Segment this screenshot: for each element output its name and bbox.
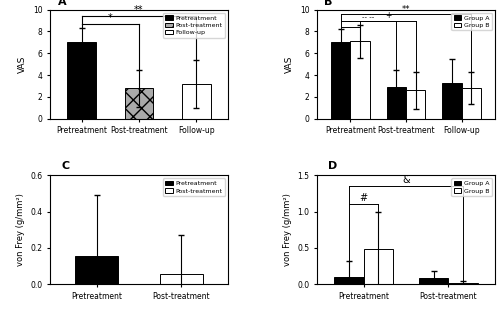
Text: &: & [402, 175, 410, 185]
Bar [182, 84, 211, 119]
Y-axis label: VAS: VAS [285, 56, 294, 73]
Text: **: ** [134, 5, 144, 15]
Bar [448, 283, 478, 284]
Text: -- --: -- -- [362, 14, 374, 20]
Bar [350, 41, 370, 119]
Text: #: # [360, 193, 368, 203]
Text: +: + [384, 11, 391, 20]
Bar [331, 42, 350, 119]
Bar [462, 88, 481, 119]
Y-axis label: von Frey (g/mm²): von Frey (g/mm²) [16, 193, 24, 266]
Text: --: -- [348, 17, 353, 26]
Bar [386, 87, 406, 119]
Text: D: D [328, 161, 338, 171]
Legend: Group A, Group B: Group A, Group B [452, 13, 492, 30]
Text: C: C [61, 161, 69, 171]
Bar [160, 274, 202, 284]
Bar [442, 83, 462, 119]
Text: A: A [58, 0, 66, 7]
Text: **: ** [402, 5, 410, 14]
Legend: Group A, Group B: Group A, Group B [452, 178, 492, 196]
Legend: Pretreatment, Post-treatment, Follow-up: Pretreatment, Post-treatment, Follow-up [163, 13, 225, 38]
Legend: Pretreatment, Post-treatment: Pretreatment, Post-treatment [163, 178, 225, 196]
Bar [124, 88, 154, 119]
Bar [76, 256, 118, 284]
Y-axis label: VAS: VAS [18, 56, 27, 73]
Y-axis label: von Frey (g/mm²): von Frey (g/mm²) [282, 193, 292, 266]
Bar [418, 278, 448, 284]
Bar [67, 42, 96, 119]
Text: B: B [324, 0, 332, 7]
Bar [364, 249, 394, 284]
Bar [334, 277, 364, 284]
Bar [406, 90, 425, 119]
Text: *: * [108, 13, 112, 23]
